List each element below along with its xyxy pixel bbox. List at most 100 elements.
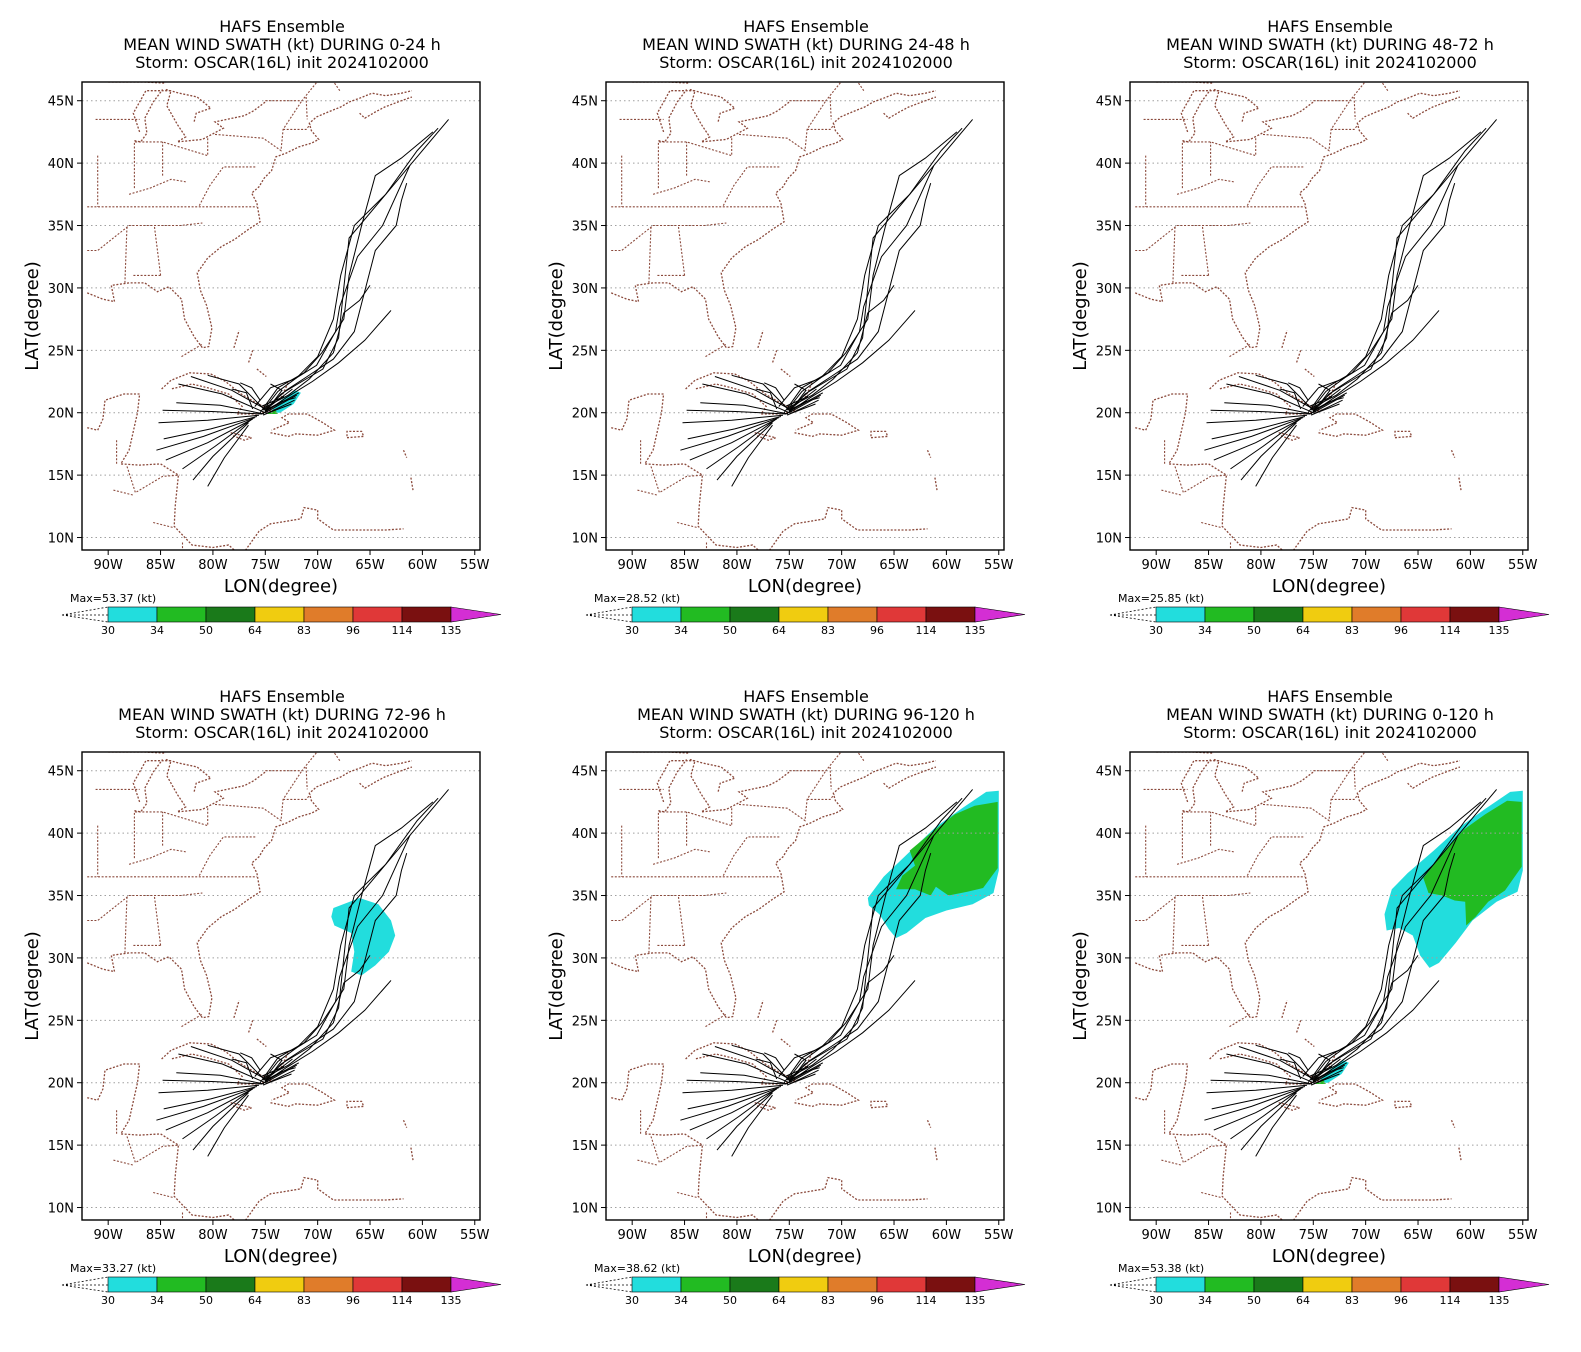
coastline [926,449,932,458]
lon-tick-label: 65W [879,558,909,573]
coastline [611,393,760,550]
panel-title-period: MEAN WIND SWATH (kt) DURING 48-72 h [1166,35,1494,54]
panel-title-storm: Storm: OSCAR(16L) init 2024102000 [1183,723,1477,742]
colorbar-level-label: 83 [1345,624,1359,637]
ensemble-track [788,182,932,410]
ensemble-track [261,310,392,415]
ensemble-track [1318,1053,1331,1074]
panel-title-model: HAFS Ensemble [743,687,869,706]
colorbar-segment [729,1276,780,1293]
ensemble-track [1313,397,1344,411]
lat-tick-label: 40N [48,157,74,172]
colorbar-segment [401,1276,452,1293]
x-axis-label: LON(degree) [224,1246,338,1267]
ensemble-track [702,383,790,414]
lon-tick-label: 70W [827,558,857,573]
colorbar-segment [1155,1276,1206,1293]
colorbar-level-label: 135 [1489,1294,1510,1307]
colorbar-level-label: 64 [248,624,262,637]
ensemble-track [1230,419,1299,470]
ensemble-track [1210,409,1311,415]
state-border [87,222,203,252]
colorbar: Max=25.85 (kt) 30 34 50 64 83 96 114 135 [1109,592,1550,637]
colorbar-level-label: 114 [916,624,937,637]
colorbar-segment [925,1276,976,1293]
lat-tick-label: 45N [1096,95,1122,110]
map-area [606,752,1004,1220]
x-axis-label: LON(degree) [224,576,338,597]
coastline [1213,758,1261,793]
ensemble-track [687,1086,782,1110]
colorbar-lower-arrow [1109,1276,1157,1293]
coastline [1292,1176,1452,1220]
state-border [214,770,303,822]
ensemble-track [1311,955,1419,1079]
map-frame [1129,81,1529,551]
ensemble-track [785,980,916,1085]
lon-tick-label: 60W [932,558,962,573]
max-value-label: Max=53.37 (kt) [70,592,156,605]
lat-tick-label: 10N [48,1202,74,1217]
ensemble-track [731,374,791,412]
colorbar-segment [1204,1276,1255,1293]
lon-tick-label: 90W [617,558,647,573]
colorbar: Max=28.52 (kt) 30 34 50 64 83 96 114 135 [585,592,1026,637]
colorbar-segment [107,606,158,623]
swath-map-panel: HAFS Ensemble MEAN WIND SWATH (kt) DURING… [0,670,520,1330]
y-axis-label: LAT(degree) [1070,931,1091,1040]
colorbar-upper-arrow [450,1276,502,1293]
colorbar-segment [876,1276,927,1293]
coastline [230,432,255,441]
state-border [134,808,209,827]
ensemble-track [158,1084,260,1094]
state-border [1313,752,1390,772]
ensemble-track [789,403,816,415]
coastline [804,1052,813,1068]
lon-tick-label: 55W [1508,558,1538,573]
colorbar-lower-arrow [1109,606,1157,623]
lon-tick-label: 80W [1246,1228,1276,1243]
colorbar-segment [254,1276,305,1293]
ensemble-track [789,1067,820,1081]
panel-title-period: MEAN WIND SWATH (kt) DURING 0-120 h [1166,705,1494,724]
coastline [132,90,266,143]
ensemble-track [731,1044,791,1082]
colorbar-segment [1253,606,1304,623]
coastline [247,1020,254,1034]
state-border [128,178,186,195]
colorbar-level-label: 96 [1394,624,1408,637]
coastline [1134,760,1461,1019]
lat-tick-label: 20N [48,1077,74,1092]
coastline [359,96,413,120]
coastline [883,96,937,120]
colorbar-segment [1302,1276,1353,1293]
state-border [305,96,308,120]
lat-tick-label: 15N [572,1139,598,1154]
coastline [1278,1102,1303,1111]
state-border [124,895,128,953]
ensemble-track [794,383,807,404]
lat-tick-label: 40N [1096,157,1122,172]
ensemble-track [1288,382,1309,401]
ensemble-track [1309,310,1440,415]
ensemble-track [789,1073,816,1085]
y-axis-label: LAT(degree) [22,931,43,1040]
ensemble-track [1310,797,1487,1081]
coastline [233,1000,240,1018]
lat-tick-label: 45N [48,95,74,110]
colorbar-level-label: 34 [1198,624,1212,637]
ensemble-track [1312,182,1456,410]
coastline [346,430,365,439]
ensemble-track [1309,980,1440,1085]
lat-tick-label: 45N [572,765,598,780]
lon-tick-label: 90W [1141,1228,1171,1243]
colorbar-segment [352,606,403,623]
lon-tick-label: 65W [879,1228,909,1243]
coastline [658,89,688,143]
lon-tick-label: 55W [460,558,490,573]
colorbar: Max=53.38 (kt) 30 34 50 64 83 96 114 135 [1109,1262,1550,1307]
ensemble-track [260,1066,285,1077]
coastline [1180,760,1314,813]
state-border [1161,489,1182,496]
ensemble-track [264,789,449,1082]
